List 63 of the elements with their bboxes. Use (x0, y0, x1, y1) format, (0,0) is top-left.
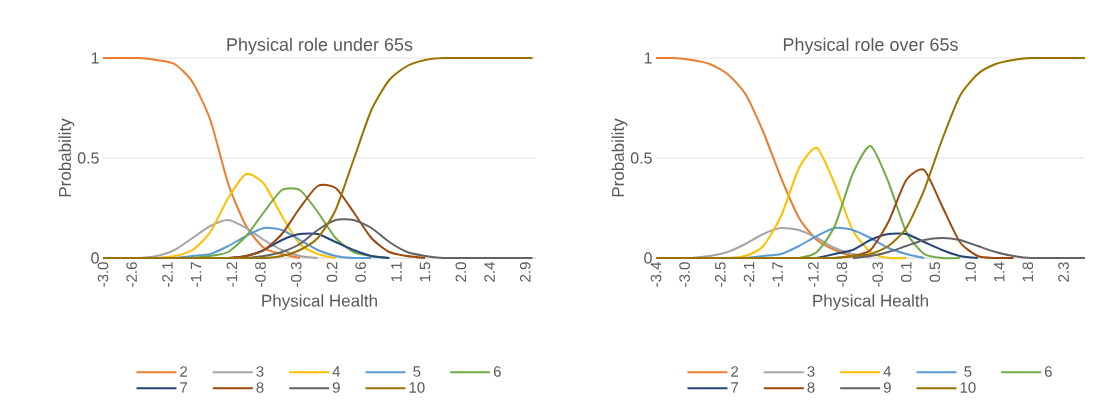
y-axis-title: Probability (611, 118, 628, 197)
x-tick-label: 2.4 (484, 261, 495, 282)
legend-label: 4 (332, 366, 341, 377)
x-tick-label: 2.3 (1058, 262, 1069, 282)
x-tick-label: 1.8 (1022, 262, 1034, 282)
legend-label: 10 (409, 382, 425, 393)
legend-label: 7 (180, 382, 188, 393)
y-tick-label: 0.5 (630, 152, 652, 164)
x-tick-label: -2.1 (743, 262, 755, 287)
x-tick-label: -0.3 (290, 262, 302, 287)
x-tick-label: 2.9 (519, 262, 531, 282)
legend-label: 4 (883, 366, 892, 377)
x-tick-label: -0.8 (836, 262, 848, 287)
legend-label: 7 (731, 382, 739, 393)
legend-label: 2 (180, 366, 188, 377)
y-tick-label: 0 (91, 252, 99, 264)
x-tick-label: 1.5 (419, 262, 431, 282)
legend-label: 5 (964, 366, 972, 377)
x-tick-label: -2.1 (162, 262, 173, 287)
legend-label: 6 (493, 366, 501, 377)
line-series (851, 237, 1087, 260)
x-axis-title: Physical Health (262, 294, 377, 311)
x-tick-label: -2.5 (715, 262, 726, 287)
y-tick-label: 0.5 (77, 152, 99, 164)
x-tick-label: -1.7 (190, 262, 202, 287)
x-tick-label: 0.5 (929, 262, 941, 282)
y-tick-label: 1 (644, 52, 652, 64)
x-tick-label: 1.4 (994, 261, 1005, 282)
legend-label: 9 (883, 382, 891, 393)
x-tick-label: -1.2 (808, 262, 819, 287)
x-tick-label: -1.2 (226, 262, 238, 287)
legend-label: 6 (1044, 366, 1052, 377)
x-axis-title: Physical Health (813, 294, 928, 311)
legend-label: 8 (256, 382, 264, 393)
x-tick-label: 1.1 (391, 262, 402, 282)
y-tick-label: 0 (644, 252, 652, 264)
legend-label: 5 (413, 366, 421, 377)
y-axis-title: Probability (58, 118, 75, 197)
legend-label: 3 (256, 366, 264, 377)
x-tick-label: 2.0 (455, 262, 467, 282)
x-tick-label: 1.0 (965, 262, 976, 282)
x-tick-label: -3.0 (97, 262, 109, 287)
legend-label: 8 (807, 382, 815, 393)
line-series (798, 145, 961, 260)
x-tick-label: -3.4 (650, 261, 662, 287)
y-tick-label: 1 (91, 52, 99, 64)
x-tick-label: -0.8 (255, 262, 266, 287)
x-tick-label: -0.3 (872, 262, 883, 287)
line-series (102, 56, 301, 259)
legend-label: 3 (807, 366, 815, 377)
line-series (655, 56, 1087, 260)
legend-label: 10 (960, 382, 976, 393)
line-series (102, 56, 534, 260)
x-tick-label: 0.2 (326, 262, 338, 282)
x-tick-label: 0.6 (355, 262, 366, 282)
x-tick-label: -1.7 (772, 262, 783, 287)
chart-title: Physical role over 65s (783, 37, 958, 55)
x-tick-label: 0.1 (900, 262, 912, 282)
x-tick-label: -2.6 (126, 262, 137, 287)
legend-label: 9 (332, 382, 340, 393)
chart-title: Physical role under 65s (227, 37, 413, 55)
x-tick-label: -3.0 (679, 262, 690, 287)
legend-label: 2 (731, 366, 739, 377)
